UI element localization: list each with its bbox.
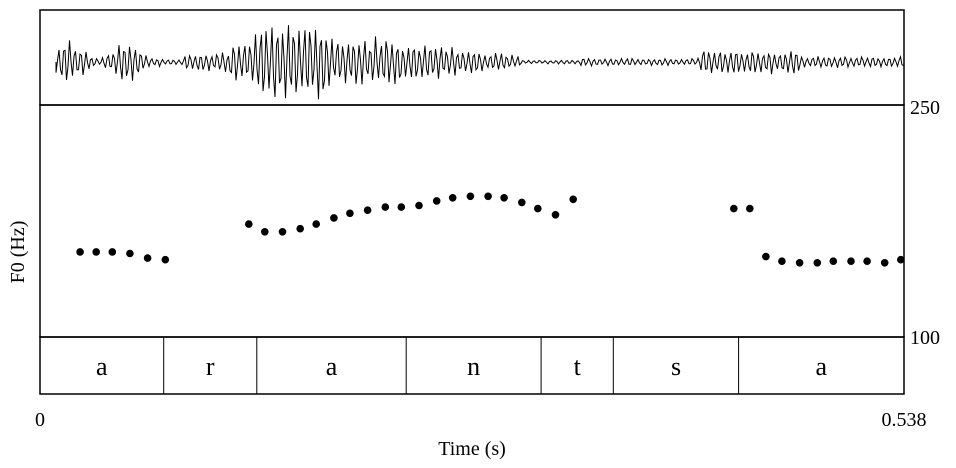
f0-point [569,195,577,204]
f0-point [108,248,117,256]
f0-point [330,214,338,222]
f0-frame [39,104,905,338]
f0-point [397,203,406,211]
f0-point [518,198,526,207]
segment-label: t [574,352,582,381]
f0-point [730,204,738,213]
f0-point [500,194,508,202]
y-min-tick-label: 100 [910,327,940,349]
segment-label: r [206,352,215,381]
f0-point [415,201,423,210]
f0-point [143,254,152,262]
segment-label: a [326,352,338,381]
f0-point [880,259,889,267]
f0-point [448,194,457,202]
segment-label: n [467,352,480,381]
f0-point [76,248,84,256]
f0-point [863,257,871,266]
f0-point [296,224,305,233]
f0-point [346,209,354,218]
f0-point [278,228,287,236]
f0-point [897,255,905,264]
segment-label: s [671,352,681,381]
f0-point [778,257,786,266]
waveform-trace [55,25,904,100]
f0-point [551,211,560,219]
f0-point [466,192,475,201]
waveform-panel [39,9,905,106]
f0-point [261,228,269,236]
f0-point [363,206,372,214]
f0-point [381,203,390,211]
f0-points [76,192,905,267]
f0-point [92,248,100,256]
x-axis-title: Time (s) [438,438,506,460]
f0-point [161,255,170,264]
tier-frame [39,336,905,395]
f0-point [432,197,441,205]
f0-point [813,259,822,267]
f0-point [534,204,542,213]
f0-point [795,259,804,267]
f0-point [245,220,253,228]
f0-point [126,249,134,258]
f0-point [484,192,492,201]
f0-point [746,204,754,213]
segment-label: a [816,352,828,381]
x-max-tick-label: 0.538 [882,409,927,431]
f0-point [847,257,855,266]
segment-label: a [96,352,108,381]
f0-point [762,252,770,261]
y-axis-title: F0 (Hz) [7,221,29,284]
f0-point [829,257,838,266]
f0-point [312,220,321,228]
f0-panel [39,104,905,338]
y-max-tick-label: 250 [910,97,940,119]
x-min-tick-label: 0 [35,409,45,431]
